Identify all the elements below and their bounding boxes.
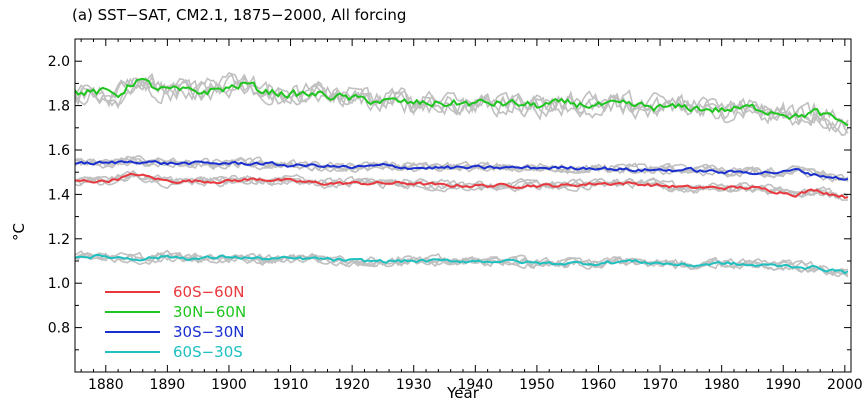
legend-label: 30S−30N [173,323,244,341]
series-line [74,159,849,181]
y-tick-label: 1.6 [48,143,70,159]
x-tick-label: 1930 [396,377,432,393]
legend: 60S−60N 30N−60N 30S−30N 60S−30S [105,283,246,361]
y-tick-label: 1.2 [48,232,70,248]
legend-label: 60S−60N [173,283,244,301]
y-tick-label: 1.4 [48,187,70,203]
legend-label: 60S−30S [173,343,243,361]
ensemble-line [74,71,849,129]
x-tick-label: 1910 [273,377,309,393]
series-line [74,253,849,275]
y-tick-label: 2.0 [48,54,70,70]
x-tick-label: 1980 [704,377,740,393]
x-tick-label: 1890 [150,377,186,393]
y-axis: 0.8 1.0 1.2 1.4 1.6 1.8 2.0 [48,38,851,351]
y-axis-label: °C [10,223,28,241]
y-tick-label: 1.0 [48,276,70,292]
y-tick-label: 0.8 [48,321,70,337]
ensemble-line [74,76,849,136]
x-tick-label: 1940 [457,377,493,393]
x-tick-label: 1970 [642,377,678,393]
chart-title: (a) SST−SAT, CM2.1, 1875−2000, All forci… [72,6,406,24]
ensemble-line [74,173,849,199]
y-tick-label: 1.8 [48,99,70,115]
series-lines [74,77,849,275]
x-tick-label: 1880 [88,377,124,393]
series-line [74,172,849,199]
x-tick-label: 1950 [519,377,555,393]
x-tick-label: 1990 [765,377,801,393]
legend-label: 30N−60N [173,303,246,321]
x-axis: 1880 1890 1900 1910 1920 1930 1940 1950 1960 1970… [80,39,863,393]
x-tick-label: 1960 [581,377,617,393]
x-axis-label: Year [446,384,480,402]
x-tick-label: 2000 [827,377,863,393]
series-line [74,77,849,127]
x-tick-label: 1920 [334,377,370,393]
x-tick-label: 1900 [211,377,247,393]
